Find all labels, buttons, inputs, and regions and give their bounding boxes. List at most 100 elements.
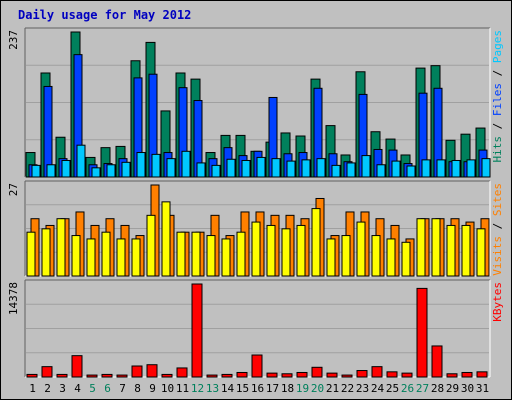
- day-label: 1: [29, 382, 36, 395]
- day-label: 8: [134, 382, 141, 395]
- sites-bar: [86, 238, 96, 277]
- day-label: 15: [236, 382, 249, 395]
- sites-bar: [221, 238, 231, 277]
- sites-bar: [101, 231, 111, 277]
- sites-bar: [26, 231, 36, 277]
- kbytes-bar: [386, 371, 398, 378]
- visits-sites-legend-part: Visits: [491, 236, 504, 276]
- sites-bar: [251, 221, 261, 277]
- kbytes-bar: [146, 364, 158, 378]
- day-label: 3: [59, 382, 66, 395]
- chart-title: Daily usage for May 2012: [18, 8, 191, 22]
- pages-bar: [136, 152, 146, 178]
- day-label: 6: [104, 382, 111, 395]
- pages-bar: [76, 144, 86, 178]
- day-label: 24: [371, 382, 385, 395]
- pages-bar: [31, 164, 41, 178]
- day-label: 16: [251, 382, 264, 395]
- sites-bar: [146, 214, 156, 277]
- visits-sites-legend: Visits / Sites: [491, 183, 504, 276]
- kbytes-bar: [221, 373, 233, 378]
- pages-bar: [436, 159, 446, 178]
- sites-bar: [281, 228, 291, 277]
- day-label: 20: [311, 382, 324, 395]
- sites-bar: [476, 228, 486, 277]
- kbytes-bar: [446, 373, 458, 378]
- day-label: 18: [281, 382, 294, 395]
- sites-bar: [236, 231, 246, 277]
- hits-files-pages-legend-part: Hits: [491, 136, 504, 163]
- day-label: 11: [176, 382, 189, 395]
- day-label: 9: [149, 382, 156, 395]
- sites-bar: [161, 201, 171, 277]
- day-label: 12: [191, 382, 204, 395]
- pages-bar: [241, 159, 251, 178]
- pages-bar: [151, 153, 161, 178]
- kbytes-bar: [461, 371, 473, 378]
- day-label: 5: [89, 382, 96, 395]
- sites-bar: [461, 224, 471, 277]
- kbytes-bar: [371, 366, 383, 378]
- sites-bar: [176, 231, 186, 277]
- pages-bar: [301, 159, 311, 178]
- sites-bar: [296, 224, 306, 277]
- pages-bar: [196, 162, 206, 178]
- hits-files-pages-legend: Hits / Files / Pages: [491, 30, 504, 163]
- kbytes-bar: [476, 371, 488, 378]
- kbytes-bar: [176, 367, 188, 378]
- kbytes-bar: [161, 373, 173, 378]
- pages-bar: [106, 164, 116, 178]
- kbytes-bar: [281, 373, 293, 378]
- kbytes-bar: [86, 374, 98, 378]
- sites-bar: [206, 235, 216, 277]
- pages-bar: [421, 159, 431, 178]
- kbytes-bar: [131, 365, 143, 378]
- kbytes-bar: [266, 372, 278, 378]
- sites-bar: [266, 224, 276, 277]
- day-label: 26: [401, 382, 414, 395]
- pages-bar: [376, 164, 386, 178]
- kbytes-bar: [416, 287, 428, 378]
- kbytes-bar: [26, 373, 38, 378]
- kbytes-legend: KBytes: [491, 282, 504, 322]
- day-label: 4: [74, 382, 81, 395]
- hits-ymax-label: 237: [7, 30, 20, 50]
- kbytes-bar: [56, 373, 68, 378]
- day-label: 7: [119, 382, 126, 395]
- day-label: 21: [326, 382, 339, 395]
- kbytes-bar: [326, 372, 338, 378]
- kbytes-bar: [41, 366, 53, 378]
- pages-bar: [481, 158, 491, 178]
- day-label: 10: [161, 382, 174, 395]
- day-label: 31: [476, 382, 489, 395]
- kbytes-bar: [341, 374, 353, 378]
- day-label: 30: [461, 382, 474, 395]
- sites-bar: [116, 238, 126, 277]
- pages-bar: [466, 159, 476, 178]
- kbytes-bar: [431, 345, 443, 378]
- kbytes-bar: [251, 354, 263, 378]
- kbytes-bar: [71, 355, 83, 378]
- sites-bar: [326, 238, 336, 277]
- sites-bar: [41, 228, 51, 277]
- kbytes-bar: [206, 374, 218, 378]
- pages-bar: [346, 162, 356, 178]
- sites-bar: [341, 235, 351, 277]
- sites-bar: [56, 218, 66, 277]
- day-label: 2: [44, 382, 51, 395]
- sites-bar: [131, 238, 141, 277]
- kbytes-bar: [236, 371, 248, 378]
- sites-bar: [386, 238, 396, 277]
- kbytes-bar: [296, 371, 308, 378]
- pages-bar: [331, 164, 341, 178]
- pages-bar: [286, 160, 296, 178]
- sites-bar: [431, 218, 441, 277]
- day-label: 13: [206, 382, 219, 395]
- kbytes-bar: [311, 366, 323, 378]
- hits-files-pages-legend-part: Pages: [491, 30, 504, 63]
- day-label: 29: [446, 382, 459, 395]
- pages-bar: [451, 159, 461, 178]
- kbytes-bar: [101, 373, 113, 378]
- kbytes-bar: [116, 374, 128, 378]
- pages-bar: [226, 158, 236, 178]
